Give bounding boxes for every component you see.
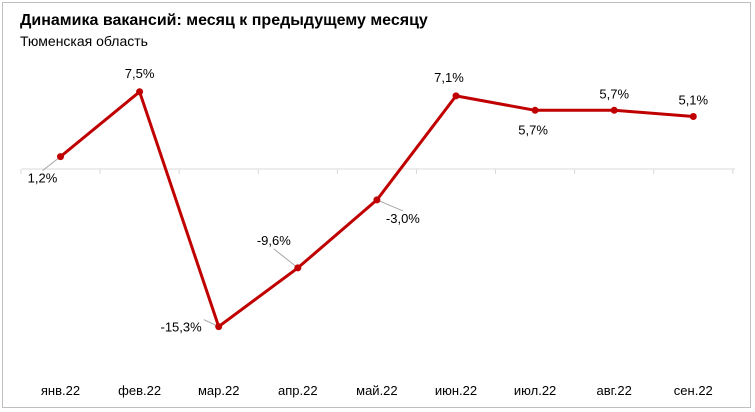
line-layer: [59, 90, 694, 329]
x-tick-label: июн.22: [435, 383, 477, 398]
axis-layer: янв.22 фев.22 мар.22 апр.22 май.22 июн.22 июл.…: [20, 168, 735, 398]
data-point: [373, 196, 381, 204]
data-point: [610, 106, 618, 114]
data-point: [57, 153, 64, 161]
data-label-leader: [376, 199, 404, 212]
data-point: [689, 112, 697, 120]
point-layer: [57, 88, 697, 331]
x-tick-label: авг.22: [597, 383, 632, 398]
data-label-leader: [42, 156, 61, 172]
x-tick-label: янв.22: [41, 383, 80, 398]
data-label: 1,2%: [28, 171, 58, 186]
data-label: 5,7%: [599, 86, 629, 101]
data-label-leader: [273, 248, 299, 269]
x-tick-label: апр.22: [278, 383, 318, 398]
data-point: [294, 264, 302, 272]
data-label: 5,1%: [678, 92, 708, 107]
chart-frame: [2, 2, 751, 408]
x-tick-label: фев.22: [118, 383, 161, 398]
data-point: [215, 323, 223, 331]
data-label: 7,5%: [125, 66, 155, 81]
x-tick-label: июл.22: [514, 383, 556, 398]
label-layer: 1,2% 7,5% -15,3% -9,6% -3,0% 7,1% 5,7% 5,7% 5,1%: [28, 66, 709, 335]
data-label: -15,3%: [160, 320, 202, 335]
data-label: -3,0%: [386, 211, 420, 226]
data-point: [531, 106, 539, 114]
leader-layer: [42, 156, 404, 328]
chart-title: Динамика вакансий: месяц к предыдущему м…: [20, 12, 428, 29]
series-line: [59, 90, 694, 329]
data-label: 7,1%: [434, 70, 464, 85]
data-point: [136, 88, 144, 96]
x-tick-label: май.22: [356, 383, 398, 398]
x-tick-label: сен.22: [674, 383, 713, 398]
data-label: -9,6%: [257, 233, 291, 248]
x-tick-label: мар.22: [198, 383, 239, 398]
data-point: [452, 92, 460, 100]
chart-subtitle: Тюменская область: [20, 33, 148, 49]
data-label: 5,7%: [518, 122, 548, 137]
